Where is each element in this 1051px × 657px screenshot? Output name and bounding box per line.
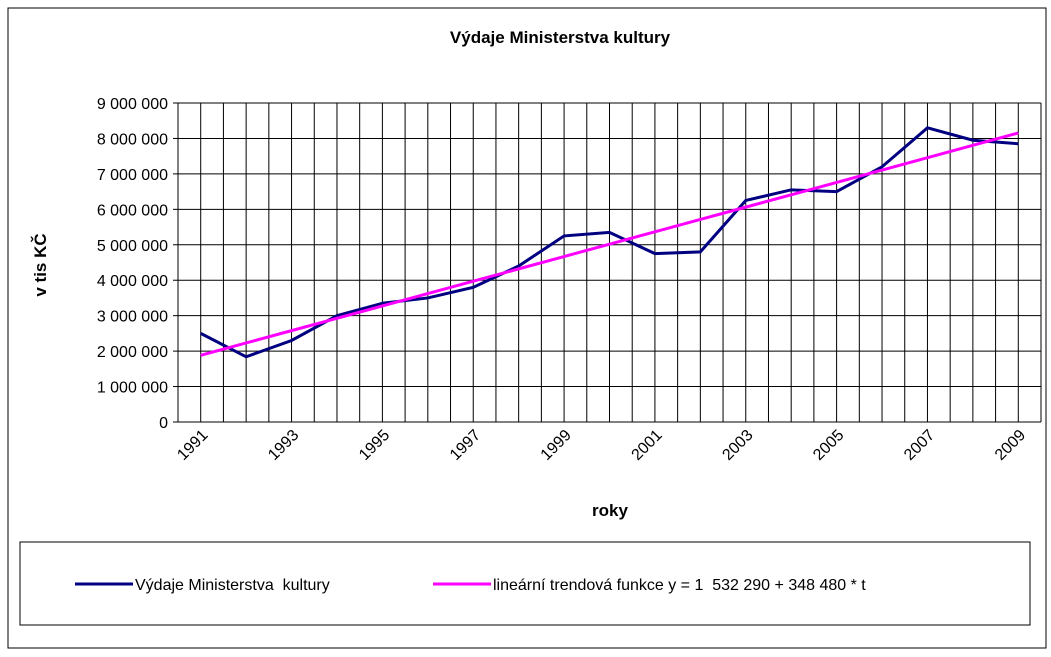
legend-label: lineární trendová funkce y = 1 532 290 +… [493,577,866,594]
series-line [200,131,1019,357]
y-tick-label: 8 000 000 [97,131,168,148]
chart-border [7,7,1047,649]
y-tick-label: 6 000 000 [97,202,168,219]
y-tick-label: 1 000 000 [97,380,168,397]
legend-label: Výdaje Ministerstva kultury [135,577,330,594]
y-tick-label: 9 000 000 [97,96,168,113]
x-axis-label: roky [592,501,628,520]
y-tick-label: 2 000 000 [97,344,168,361]
y-tick-label: 0 [159,415,168,432]
y-tick-label: 5 000 000 [97,238,168,255]
y-tick-label: 7 000 000 [97,167,168,184]
y-tick-label: 3 000 000 [97,309,168,326]
y-tick-label: 4 000 000 [97,273,168,290]
y-axis-label: v tis KČ [31,233,50,296]
legend-box [19,541,1031,626]
series-line [200,126,1019,359]
chart-title: Výdaje Ministerstva kultury [450,28,671,47]
